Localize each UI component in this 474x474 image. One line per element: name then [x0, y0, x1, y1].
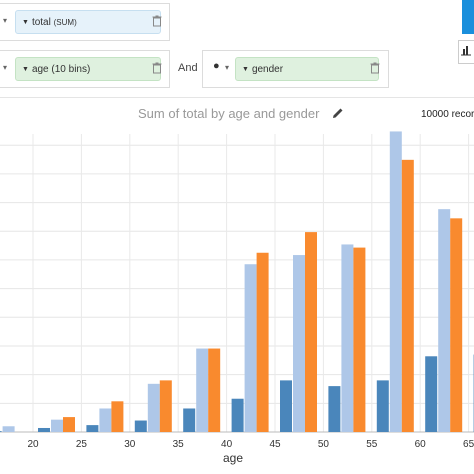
- bar[interactable]: [196, 348, 209, 432]
- bar[interactable]: [99, 408, 112, 432]
- bar[interactable]: [328, 386, 341, 432]
- x-tick-label: 65: [463, 439, 474, 450]
- measure-caret-icon[interactable]: ▾: [3, 16, 8, 25]
- bar[interactable]: [425, 356, 438, 432]
- bar[interactable]: [38, 427, 50, 432]
- measure-panel: ▾ ▼ total (SUM): [0, 3, 170, 41]
- measure-field: total: [31, 16, 51, 28]
- bar[interactable]: [450, 218, 463, 432]
- and-label: And: [178, 62, 198, 74]
- measure-agg: (SUM): [53, 17, 77, 27]
- header-divider: [0, 97, 474, 98]
- x-axis-label: age: [223, 451, 243, 465]
- color-drop-icon[interactable]: ●: [213, 60, 220, 72]
- bar[interactable]: [147, 383, 160, 432]
- dim2-caret-icon[interactable]: ▾: [225, 63, 230, 72]
- bar[interactable]: [2, 426, 15, 432]
- run-button[interactable]: [462, 0, 474, 34]
- measure-chip[interactable]: ▼ total (SUM): [15, 10, 162, 34]
- chip-caret-icon[interactable]: ▼: [242, 65, 249, 73]
- bar[interactable]: [111, 401, 124, 432]
- dim2-label: gender: [251, 63, 284, 75]
- dim1-label: age (10 bins): [31, 63, 91, 75]
- gridlines: [0, 134, 474, 433]
- dimension2-panel: ● ▾ ▼ gender: [202, 50, 389, 88]
- records-count: 10000 records: [421, 109, 474, 120]
- bar[interactable]: [293, 255, 305, 432]
- bar[interactable]: [305, 232, 317, 432]
- x-ticks: 202530354045505560657075: [27, 439, 474, 450]
- chart-type-button[interactable]: [458, 40, 474, 64]
- bar[interactable]: [183, 408, 196, 432]
- bar[interactable]: [353, 247, 366, 432]
- bar[interactable]: [389, 131, 402, 432]
- chip-caret-icon[interactable]: ▼: [22, 18, 29, 26]
- bar[interactable]: [63, 417, 75, 432]
- x-tick-label: 25: [76, 439, 88, 450]
- dim2-chip[interactable]: ▼ gender: [235, 57, 380, 81]
- bar[interactable]: [208, 348, 221, 432]
- chip-caret-icon[interactable]: ▼: [22, 65, 29, 73]
- bar[interactable]: [401, 159, 414, 432]
- x-tick-label: 20: [27, 439, 39, 450]
- bar[interactable]: [231, 398, 244, 432]
- bar[interactable]: [341, 244, 354, 432]
- bar[interactable]: [256, 252, 269, 432]
- bar[interactable]: [51, 419, 63, 432]
- bar[interactable]: [376, 380, 389, 432]
- bars: [0, 131, 474, 432]
- bar[interactable]: [86, 425, 99, 432]
- x-tick-label: 45: [269, 439, 281, 450]
- bar[interactable]: [0, 431, 2, 432]
- x-tick-label: 35: [173, 439, 185, 450]
- bar[interactable]: [280, 380, 292, 432]
- dim1-caret-icon[interactable]: ▾: [3, 63, 8, 72]
- x-tick-label: 60: [415, 439, 427, 450]
- bar[interactable]: [134, 420, 147, 432]
- bar[interactable]: [244, 264, 257, 432]
- dim1-chip[interactable]: ▼ age (10 bins): [15, 57, 162, 81]
- x-tick-label: 50: [318, 439, 330, 450]
- bar[interactable]: [438, 209, 451, 432]
- x-tick-label: 30: [124, 439, 136, 450]
- bar[interactable]: [159, 380, 172, 432]
- x-tick-label: 55: [366, 439, 378, 450]
- chart-title: Sum of total by age and gender: [138, 106, 320, 121]
- dimension-panel: ▾ ▼ age (10 bins): [0, 50, 170, 88]
- x-tick-label: 40: [221, 439, 233, 450]
